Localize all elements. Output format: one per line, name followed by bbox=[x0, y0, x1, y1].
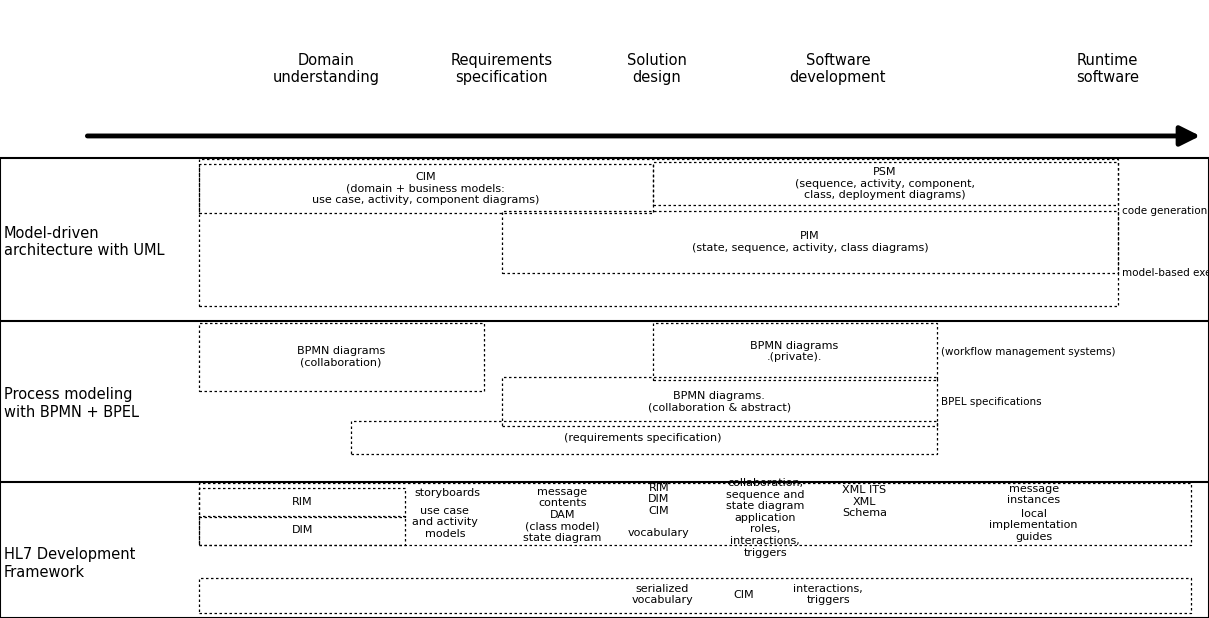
Text: Model-driven
architecture with UML: Model-driven architecture with UML bbox=[4, 226, 164, 258]
Text: message
contents
DAM
(class model)
state diagram: message contents DAM (class model) state… bbox=[523, 486, 601, 543]
Text: BPMN diagrams.
(collaboration & abstract): BPMN diagrams. (collaboration & abstract… bbox=[648, 391, 791, 412]
Text: use case
and activity
models: use case and activity models bbox=[412, 506, 478, 539]
Text: model-based execution: model-based execution bbox=[1122, 268, 1209, 278]
Text: local
implementation
guides: local implementation guides bbox=[989, 509, 1078, 542]
Text: Domain
understanding: Domain understanding bbox=[273, 53, 380, 85]
Text: PIM
(state, sequence, activity, class diagrams): PIM (state, sequence, activity, class di… bbox=[692, 232, 929, 253]
Text: code generation: code generation bbox=[1122, 206, 1208, 216]
Text: (workflow management systems): (workflow management systems) bbox=[941, 347, 1115, 357]
Text: Solution
design: Solution design bbox=[626, 53, 687, 85]
Text: Process modeling
with BPMN + BPEL: Process modeling with BPMN + BPEL bbox=[4, 387, 139, 420]
Text: Runtime
software: Runtime software bbox=[1076, 53, 1139, 85]
Text: Software
development: Software development bbox=[789, 53, 886, 85]
Text: interactions,
triggers: interactions, triggers bbox=[793, 584, 863, 605]
Text: CIM: CIM bbox=[733, 590, 754, 599]
Text: CIM
(domain + business models:
use case, activity, component diagrams): CIM (domain + business models: use case,… bbox=[312, 172, 539, 205]
Text: (requirements specification): (requirements specification) bbox=[565, 433, 722, 442]
Text: storyboards: storyboards bbox=[415, 488, 480, 497]
Text: RIM
DIM
CIM: RIM DIM CIM bbox=[648, 483, 670, 516]
Text: BPMN diagrams
(collaboration): BPMN diagrams (collaboration) bbox=[297, 346, 384, 367]
Text: DIM: DIM bbox=[291, 525, 313, 535]
Text: Requirements
specification: Requirements specification bbox=[451, 53, 553, 85]
Text: PSM
(sequence, activity, component,
class, deployment diagrams): PSM (sequence, activity, component, clas… bbox=[796, 167, 974, 200]
Text: BPMN diagrams
.(private).: BPMN diagrams .(private). bbox=[751, 341, 838, 362]
Text: BPEL specifications: BPEL specifications bbox=[941, 397, 1041, 407]
Text: serialized
vocabulary: serialized vocabulary bbox=[631, 584, 694, 605]
Text: HL7 Development
Framework: HL7 Development Framework bbox=[4, 548, 135, 580]
Text: XML ITS
XML
Schema: XML ITS XML Schema bbox=[841, 485, 887, 519]
Text: collaboration,
sequence and
state diagram
application
roles,
interactions,
trigg: collaboration, sequence and state diagra… bbox=[727, 478, 804, 557]
Text: vocabulary: vocabulary bbox=[627, 528, 690, 538]
Text: message
instances: message instances bbox=[1007, 484, 1060, 505]
Text: RIM: RIM bbox=[291, 497, 313, 507]
